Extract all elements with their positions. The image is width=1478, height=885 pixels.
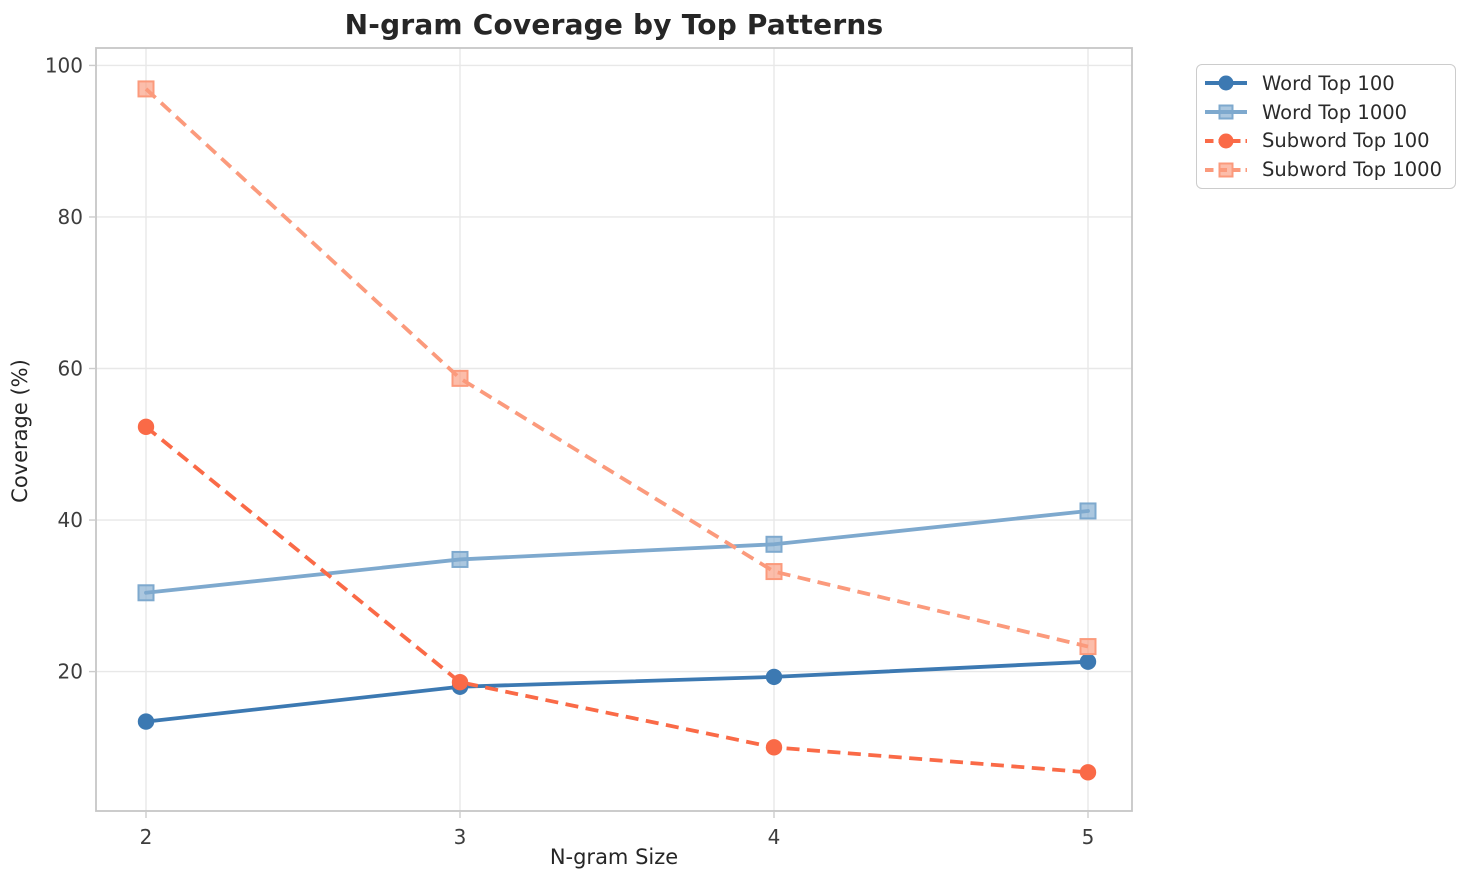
legend-label-subword-top-1000: Subword Top 1000 [1262, 158, 1442, 182]
x-tick-label-2: 2 [140, 825, 153, 849]
x-tick-label-4: 4 [768, 825, 781, 849]
x-axis-label: N-gram Size [549, 845, 679, 869]
marker-subword-top-100-x5 [1079, 764, 1097, 781]
y-tick-label-40: 40 [58, 508, 83, 532]
marker-word-top-1000-x4 [765, 535, 783, 553]
marker-word-top-1000-x2 [137, 584, 155, 602]
marker-subword-top-1000-x4 [765, 563, 783, 581]
legend-swatch-part [1218, 104, 1234, 120]
marker-subword-top-1000-x5 [1079, 638, 1097, 656]
series-line-subword-top-100 [144, 425, 1089, 775]
y-tick-label-60: 60 [58, 357, 83, 381]
chart-title: N-gram Coverage by Top Patterns [344, 8, 884, 41]
legend-swatch-part [1218, 162, 1234, 178]
legend-label-word-top-100: Word Top 100 [1262, 71, 1395, 95]
marker-word-top-100-x4 [765, 668, 783, 686]
marker-subword-top-1000-x3 [451, 369, 469, 387]
x-tick-label-5: 5 [1082, 825, 1095, 849]
marker-word-top-100-x5 [1079, 653, 1097, 670]
marker-word-top-1000-x5 [1079, 502, 1097, 520]
legend-label-subword-top-100: Subword Top 100 [1262, 129, 1430, 153]
marker-subword-top-100-x4 [765, 739, 783, 756]
marker-word-top-1000-x3 [451, 550, 469, 568]
legend-item-word-top-1000: Word Top 1000 [1203, 98, 1447, 126]
legend: Word Top 100 Word Top 1000 Subword Top 1… [1196, 64, 1456, 189]
marker-word-top-100-x2 [137, 713, 155, 730]
axes-box [95, 47, 1133, 812]
legend-item-subword-top-1000: Subword Top 1000 [1203, 156, 1447, 184]
y-tick-label-100: 100 [45, 53, 83, 77]
legend-swatch-word-top-1000 [1205, 104, 1247, 120]
marker-subword-top-100-x2 [137, 418, 155, 436]
marker-subword-top-1000-x2 [137, 80, 155, 98]
x-tick-label-3: 3 [454, 825, 467, 849]
legend-item-subword-top-100: Subword Top 100 [1203, 127, 1447, 155]
legend-swatch-part [1218, 75, 1234, 91]
legend-swatch-part [1218, 133, 1234, 149]
y-tick-label-80: 80 [58, 205, 83, 229]
series-line-subword-top-1000 [144, 87, 1089, 649]
series-line-word-top-1000 [144, 509, 1090, 595]
legend-swatch-word-top-100 [1205, 75, 1247, 91]
y-tick-label-20: 20 [58, 660, 83, 684]
legend-item-word-top-100: Word Top 100 [1203, 69, 1447, 97]
series-line-word-top-100 [144, 659, 1090, 724]
marker-subword-top-100-x3 [451, 673, 469, 691]
legend-swatch-subword-top-100 [1205, 133, 1247, 149]
legend-swatch-subword-top-1000 [1205, 162, 1247, 178]
legend-label-word-top-1000: Word Top 1000 [1262, 100, 1408, 124]
